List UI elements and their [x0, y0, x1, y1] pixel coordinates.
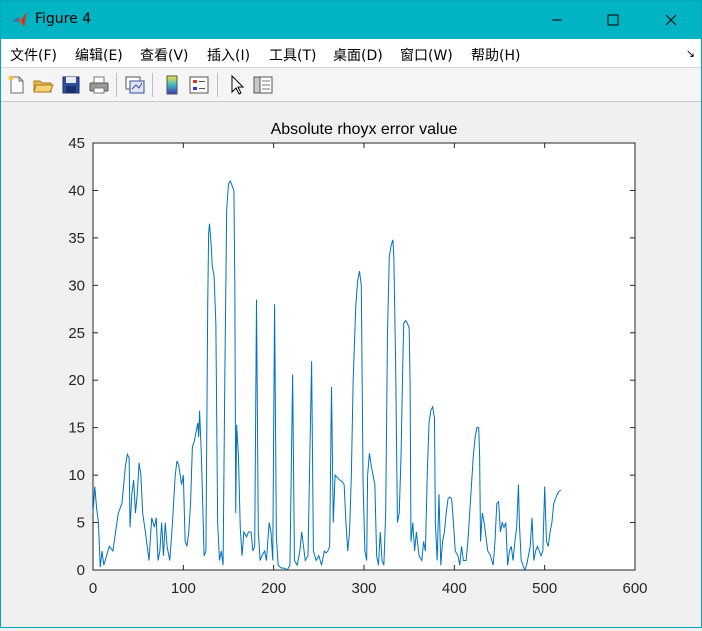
- y-tick-label: 40: [68, 182, 85, 199]
- y-tick-label: 20: [68, 372, 85, 389]
- x-tick-label: 600: [622, 580, 647, 597]
- y-tick-label: 5: [77, 515, 85, 532]
- y-tick-label: 30: [68, 277, 85, 294]
- dock-arrow-icon[interactable]: ↘: [685, 47, 695, 60]
- minimize-button[interactable]: [531, 1, 583, 39]
- insert-legend-icon[interactable]: [188, 74, 210, 96]
- menu-desktop[interactable]: 桌面(D): [333, 48, 383, 64]
- toolbar-separator: [152, 73, 153, 97]
- x-tick-label: 0: [89, 580, 97, 597]
- open-file-icon[interactable]: [32, 74, 54, 96]
- x-tick-label: 400: [442, 580, 467, 597]
- series-line: [92, 179, 562, 572]
- print-icon[interactable]: [88, 74, 110, 96]
- close-button[interactable]: [645, 1, 697, 39]
- y-tick-label: 10: [68, 467, 85, 484]
- y-tick-label: 0: [77, 562, 85, 579]
- window-title: Figure 4: [35, 11, 92, 27]
- y-tick-label: 35: [68, 230, 85, 247]
- x-tick-label: 300: [351, 580, 376, 597]
- maximize-icon: [607, 14, 619, 26]
- menu-view[interactable]: 查看(V): [140, 48, 189, 64]
- save-icon[interactable]: [60, 74, 82, 96]
- menu-window[interactable]: 窗口(W): [400, 48, 453, 64]
- x-axis: 0 100 200 300 400 500 600: [89, 143, 648, 597]
- edit-plot-pointer-icon[interactable]: [226, 74, 248, 96]
- new-figure-icon[interactable]: [6, 74, 28, 96]
- property-inspector-icon[interactable]: [252, 74, 274, 96]
- x-tick-label: 500: [532, 580, 557, 597]
- link-plot-icon[interactable]: [124, 74, 146, 96]
- maximize-button[interactable]: [587, 1, 639, 39]
- matlab-logo-icon: [12, 12, 27, 27]
- y-axis: 0 5 10 15 20 25 30 35 40 45: [68, 135, 635, 579]
- menu-help[interactable]: 帮助(H): [471, 48, 521, 64]
- insert-colorbar-icon[interactable]: [161, 74, 183, 96]
- y-tick-label: 25: [68, 325, 85, 342]
- y-tick-label: 15: [68, 420, 85, 437]
- x-tick-label: 200: [261, 580, 286, 597]
- x-tick-label: 100: [171, 580, 196, 597]
- toolbar-separator: [217, 73, 218, 97]
- menu-edit[interactable]: 编辑(E): [75, 48, 123, 64]
- y-tick-label: 45: [68, 135, 85, 152]
- toolbar: [1, 68, 701, 102]
- menu-tools[interactable]: 工具(T): [269, 48, 317, 64]
- title-bar[interactable]: Figure 4: [1, 1, 701, 39]
- menu-file[interactable]: 文件(F): [10, 48, 57, 64]
- line-chart[interactable]: Absolute rhoyx error value 0 5 10 15 20 25 30 3…: [1, 103, 701, 627]
- figure-canvas[interactable]: Absolute rhoyx error value 0 5 10 15 20 25 30 3…: [1, 103, 701, 627]
- minimize-icon: [552, 19, 562, 21]
- menu-insert[interactable]: 插入(I): [207, 48, 251, 64]
- menu-bar: 文件(F) 编辑(E) 查看(V) 插入(I) 工具(T) 桌面(D) 窗口(W…: [1, 39, 701, 68]
- toolbar-separator: [116, 73, 117, 97]
- chart-title: Absolute rhoyx error value: [271, 121, 458, 138]
- close-icon: [665, 14, 677, 26]
